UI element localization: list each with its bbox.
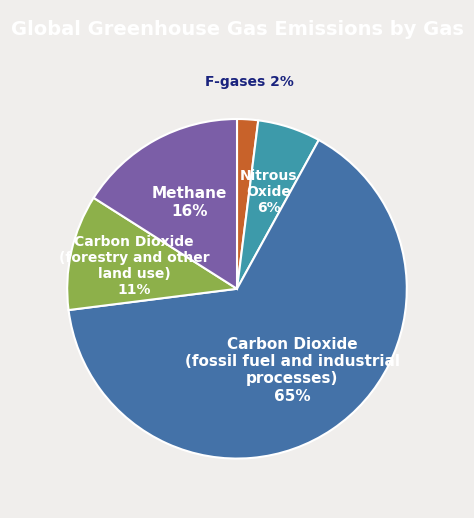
Wedge shape [237, 120, 319, 289]
Text: F-gases 2%: F-gases 2% [205, 75, 294, 89]
Text: Carbon Dioxide
(forestry and other
land use)
11%: Carbon Dioxide (forestry and other land … [59, 235, 210, 297]
Wedge shape [94, 119, 237, 289]
Wedge shape [67, 198, 237, 310]
Text: Carbon Dioxide
(fossil fuel and industrial
processes)
65%: Carbon Dioxide (fossil fuel and industri… [185, 337, 400, 404]
Wedge shape [237, 119, 258, 289]
Text: Nitrous
Oxide
6%: Nitrous Oxide 6% [240, 169, 297, 215]
Text: Global Greenhouse Gas Emissions by Gas: Global Greenhouse Gas Emissions by Gas [10, 20, 464, 39]
Wedge shape [69, 140, 407, 458]
Text: Methane
16%: Methane 16% [152, 186, 227, 219]
